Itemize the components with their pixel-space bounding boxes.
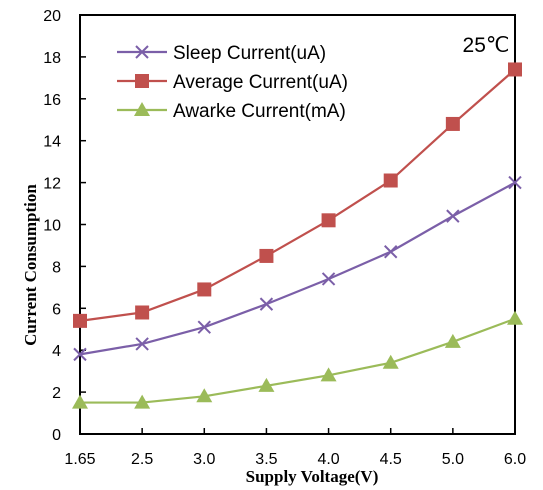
y-tick-label: 6 (52, 301, 61, 318)
series-2 (73, 62, 522, 328)
series-3 (72, 310, 523, 409)
x-tick-label: 3.0 (193, 451, 215, 468)
data-point (73, 347, 87, 362)
y-tick-label: 10 (43, 218, 61, 235)
data-point (445, 116, 460, 131)
data-point (446, 209, 460, 223)
legend-item-2: Average Current(uA) (117, 72, 348, 93)
x-tick-label: 4.0 (317, 451, 339, 468)
y-tick-label: 14 (43, 134, 61, 151)
data-point (73, 313, 87, 328)
data-point (507, 310, 523, 325)
data-point (383, 173, 398, 188)
legend-label: Awarke Current(mA) (173, 101, 346, 122)
data-point (508, 62, 522, 77)
y-axis-title: Current Consumption (21, 184, 40, 346)
legend-marker (135, 74, 149, 88)
data-point (134, 394, 151, 409)
legend: Sleep Current(uA) Average Current(uA) Awar… (117, 43, 348, 122)
legend-label: Sleep Current(uA) (173, 43, 326, 64)
x-tick-label: 4.5 (380, 451, 402, 468)
data-point (320, 367, 337, 382)
y-tick-label: 16 (43, 92, 61, 109)
legend-item-3: Awarke Current(mA) (117, 101, 346, 122)
data-point (384, 245, 398, 259)
y-tick-label: 4 (52, 343, 61, 360)
series-line (79, 181, 516, 356)
legend-marker (134, 102, 150, 116)
x-tick-label: 2.5 (131, 451, 153, 468)
y-tick-label: 0 (52, 427, 61, 444)
data-point (135, 305, 150, 320)
series-layer (72, 62, 523, 409)
data-point (444, 333, 461, 348)
data-point (258, 377, 275, 392)
data-point (259, 248, 274, 263)
x-tick-label: 6.0 (504, 451, 526, 468)
x-tick-label: 1.65 (64, 451, 95, 468)
x-axis-title: Supply Voltage(V) (246, 467, 379, 486)
legend-label: Average Current(uA) (173, 72, 348, 93)
data-point (259, 297, 274, 311)
legend-item-1: Sleep Current(uA) (117, 43, 326, 64)
data-point (197, 282, 212, 297)
data-point (197, 320, 211, 334)
legend-marker (135, 45, 149, 59)
data-point (135, 337, 149, 351)
series-line (80, 317, 516, 404)
y-tick-label: 18 (43, 50, 61, 67)
series-1 (73, 175, 522, 362)
data-point (321, 213, 336, 228)
data-point (321, 272, 336, 286)
y-tick-label: 12 (43, 176, 61, 193)
axes: 0 2 4 6 8 10 12 14 16 18 20 1.65 2.5 3.0 3.5 4.0 4.5 5.0 6… (43, 8, 526, 468)
data-point (508, 175, 522, 190)
y-tick-label: 20 (43, 8, 61, 25)
data-point (72, 394, 88, 409)
data-point (196, 388, 213, 403)
x-tick-label: 5.0 (442, 451, 464, 468)
y-tick-label: 2 (52, 385, 61, 402)
temperature-annotation: 25℃ (463, 34, 510, 57)
y-tick-label: 8 (52, 259, 61, 276)
series-line (79, 68, 516, 322)
x-tick-label: 3.5 (255, 451, 277, 468)
data-point (382, 354, 399, 369)
